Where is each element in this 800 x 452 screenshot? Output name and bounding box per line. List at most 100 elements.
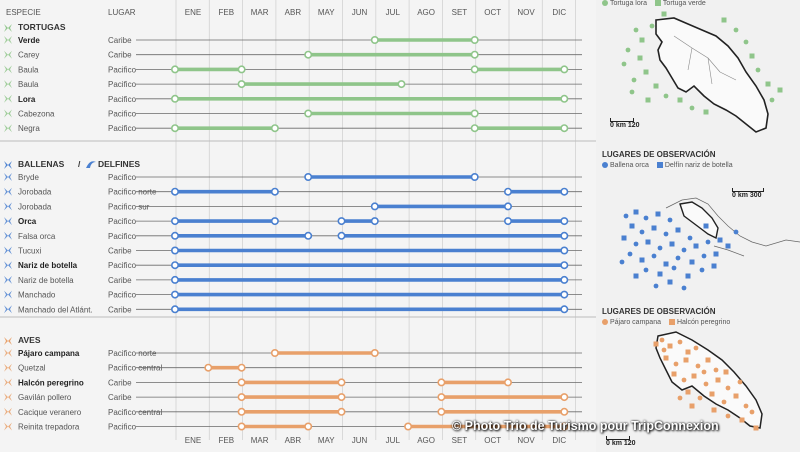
month-label-top: OCT [484, 8, 501, 17]
season-end-dot [337, 407, 346, 416]
row-species-name: Cacique veranero [18, 408, 82, 417]
season-end-dot [270, 124, 279, 133]
sighting-marker [689, 259, 695, 265]
season-start-dot [304, 109, 313, 118]
sighting-marker [669, 241, 675, 247]
row-species-name: Halcón peregrino [18, 378, 84, 387]
row-icon [4, 261, 12, 270]
header-lugar: LUGAR [108, 8, 136, 17]
season-end-dot [270, 217, 279, 226]
month-label-bottom: MAR [251, 436, 269, 445]
header-especie: ESPECIE [6, 8, 41, 17]
row-species-name: Manchado del Atlánt. [18, 305, 93, 314]
row-tucuxi: Tucuxi Caribe [4, 246, 582, 256]
sighting-marker [639, 257, 645, 263]
sighting-marker [743, 403, 749, 409]
legend-swatch-halcon [668, 319, 675, 325]
row-cacique-veranero: Cacique veranero Pacifico central [4, 407, 582, 417]
season-end-dot [503, 378, 512, 387]
season-end-dot [370, 348, 379, 357]
row-icon [4, 80, 12, 89]
sighting-marker [681, 377, 687, 383]
season-end-dot [560, 65, 569, 74]
sighting-marker [701, 253, 707, 259]
season-end-dot [560, 393, 569, 402]
season-end-dot [470, 173, 479, 182]
row-negra: Negra Pacifico [4, 124, 582, 133]
season-end-dot [560, 246, 569, 255]
row-species-name: Orca [18, 217, 37, 226]
row-species-name: Baula [18, 80, 39, 89]
sighting-marker [667, 217, 673, 223]
season-start-dot [470, 124, 479, 133]
sighting-marker [677, 395, 683, 401]
row-icon [4, 378, 12, 387]
month-label-bottom: FEB [219, 436, 235, 445]
sighting-marker [649, 23, 655, 29]
map-cetaceans: LUGARES DE OBSERVACIÓN Ballena orca Delf… [596, 146, 800, 302]
row-place: Caribe [108, 36, 132, 45]
season-end-dot [560, 94, 569, 103]
season-end-dot [237, 363, 246, 372]
row-gavil-n-pollero: Gavilán pollero Caribe [4, 393, 582, 402]
sighting-marker [705, 239, 711, 245]
season-end-dot [503, 202, 512, 211]
season-end-dot [470, 109, 479, 118]
sighting-marker [749, 53, 755, 59]
photo-credit: © Photo Trio de Turismo pour TripConnexi… [452, 419, 719, 433]
section-title: BALLENAS [18, 159, 65, 169]
row-place: Caribe [108, 51, 132, 60]
sighting-marker [677, 339, 683, 345]
legend-swatch-turtle-verde [654, 0, 661, 6]
row-place: Pacifico sur [108, 202, 150, 211]
row-species-name: Baula [18, 65, 39, 74]
season-start-dot [370, 35, 379, 44]
season-end-dot [560, 231, 569, 240]
row-place: Pacifico [108, 173, 137, 182]
month-label-top: FEB [219, 8, 235, 17]
row-icon [4, 202, 12, 211]
row-lora: Lora Pacifico [4, 94, 582, 104]
sighting-marker [723, 369, 729, 375]
row-quetzal: Quetzal Pacifico central [4, 363, 582, 373]
row-orca: Orca Pacifico [4, 217, 582, 226]
season-end-dot [270, 187, 279, 196]
sighting-marker [645, 97, 651, 103]
row-icon [4, 231, 12, 240]
row-icon [4, 124, 12, 133]
sighting-marker [633, 27, 639, 33]
legend-label-orca: Ballena orca [610, 162, 649, 169]
season-end-dot [560, 261, 569, 270]
sighting-marker [627, 251, 633, 257]
row-icon [4, 187, 12, 196]
row-baula: Baula Pacifico [4, 65, 582, 74]
row-place: Pacifico [108, 80, 137, 89]
month-label-top: MAY [318, 8, 335, 17]
row-species-name: Gavilán pollero [18, 393, 72, 402]
section-title-slash: / [78, 159, 81, 169]
sighting-marker [645, 239, 651, 245]
region-outline [665, 197, 800, 257]
sighting-marker [753, 425, 759, 431]
row-icon [4, 109, 12, 118]
row-verde: Verde Caribe [4, 35, 582, 45]
map-birds-scale-label: 0 km 120 [606, 440, 636, 447]
row-icon [4, 363, 12, 372]
sighting-marker [685, 273, 691, 279]
row-species-name: Verde [18, 36, 40, 45]
sighting-marker [717, 237, 723, 243]
month-label-bottom: NOV [517, 436, 535, 445]
sighting-marker [651, 225, 657, 231]
season-end-dot [470, 50, 479, 59]
month-label-bottom: JUL [386, 436, 401, 445]
map-birds-title: LUGARES DE OBSERVACIÓN [602, 307, 716, 316]
row-place: Caribe [108, 247, 132, 256]
sighting-marker [713, 251, 719, 257]
section-title: AVES [18, 335, 41, 345]
sighting-marker [675, 227, 681, 233]
season-end-dot [560, 407, 569, 416]
sighting-marker [681, 247, 687, 253]
map-birds-shape [653, 331, 763, 431]
sighting-marker [663, 355, 669, 361]
row-icon [4, 50, 12, 59]
